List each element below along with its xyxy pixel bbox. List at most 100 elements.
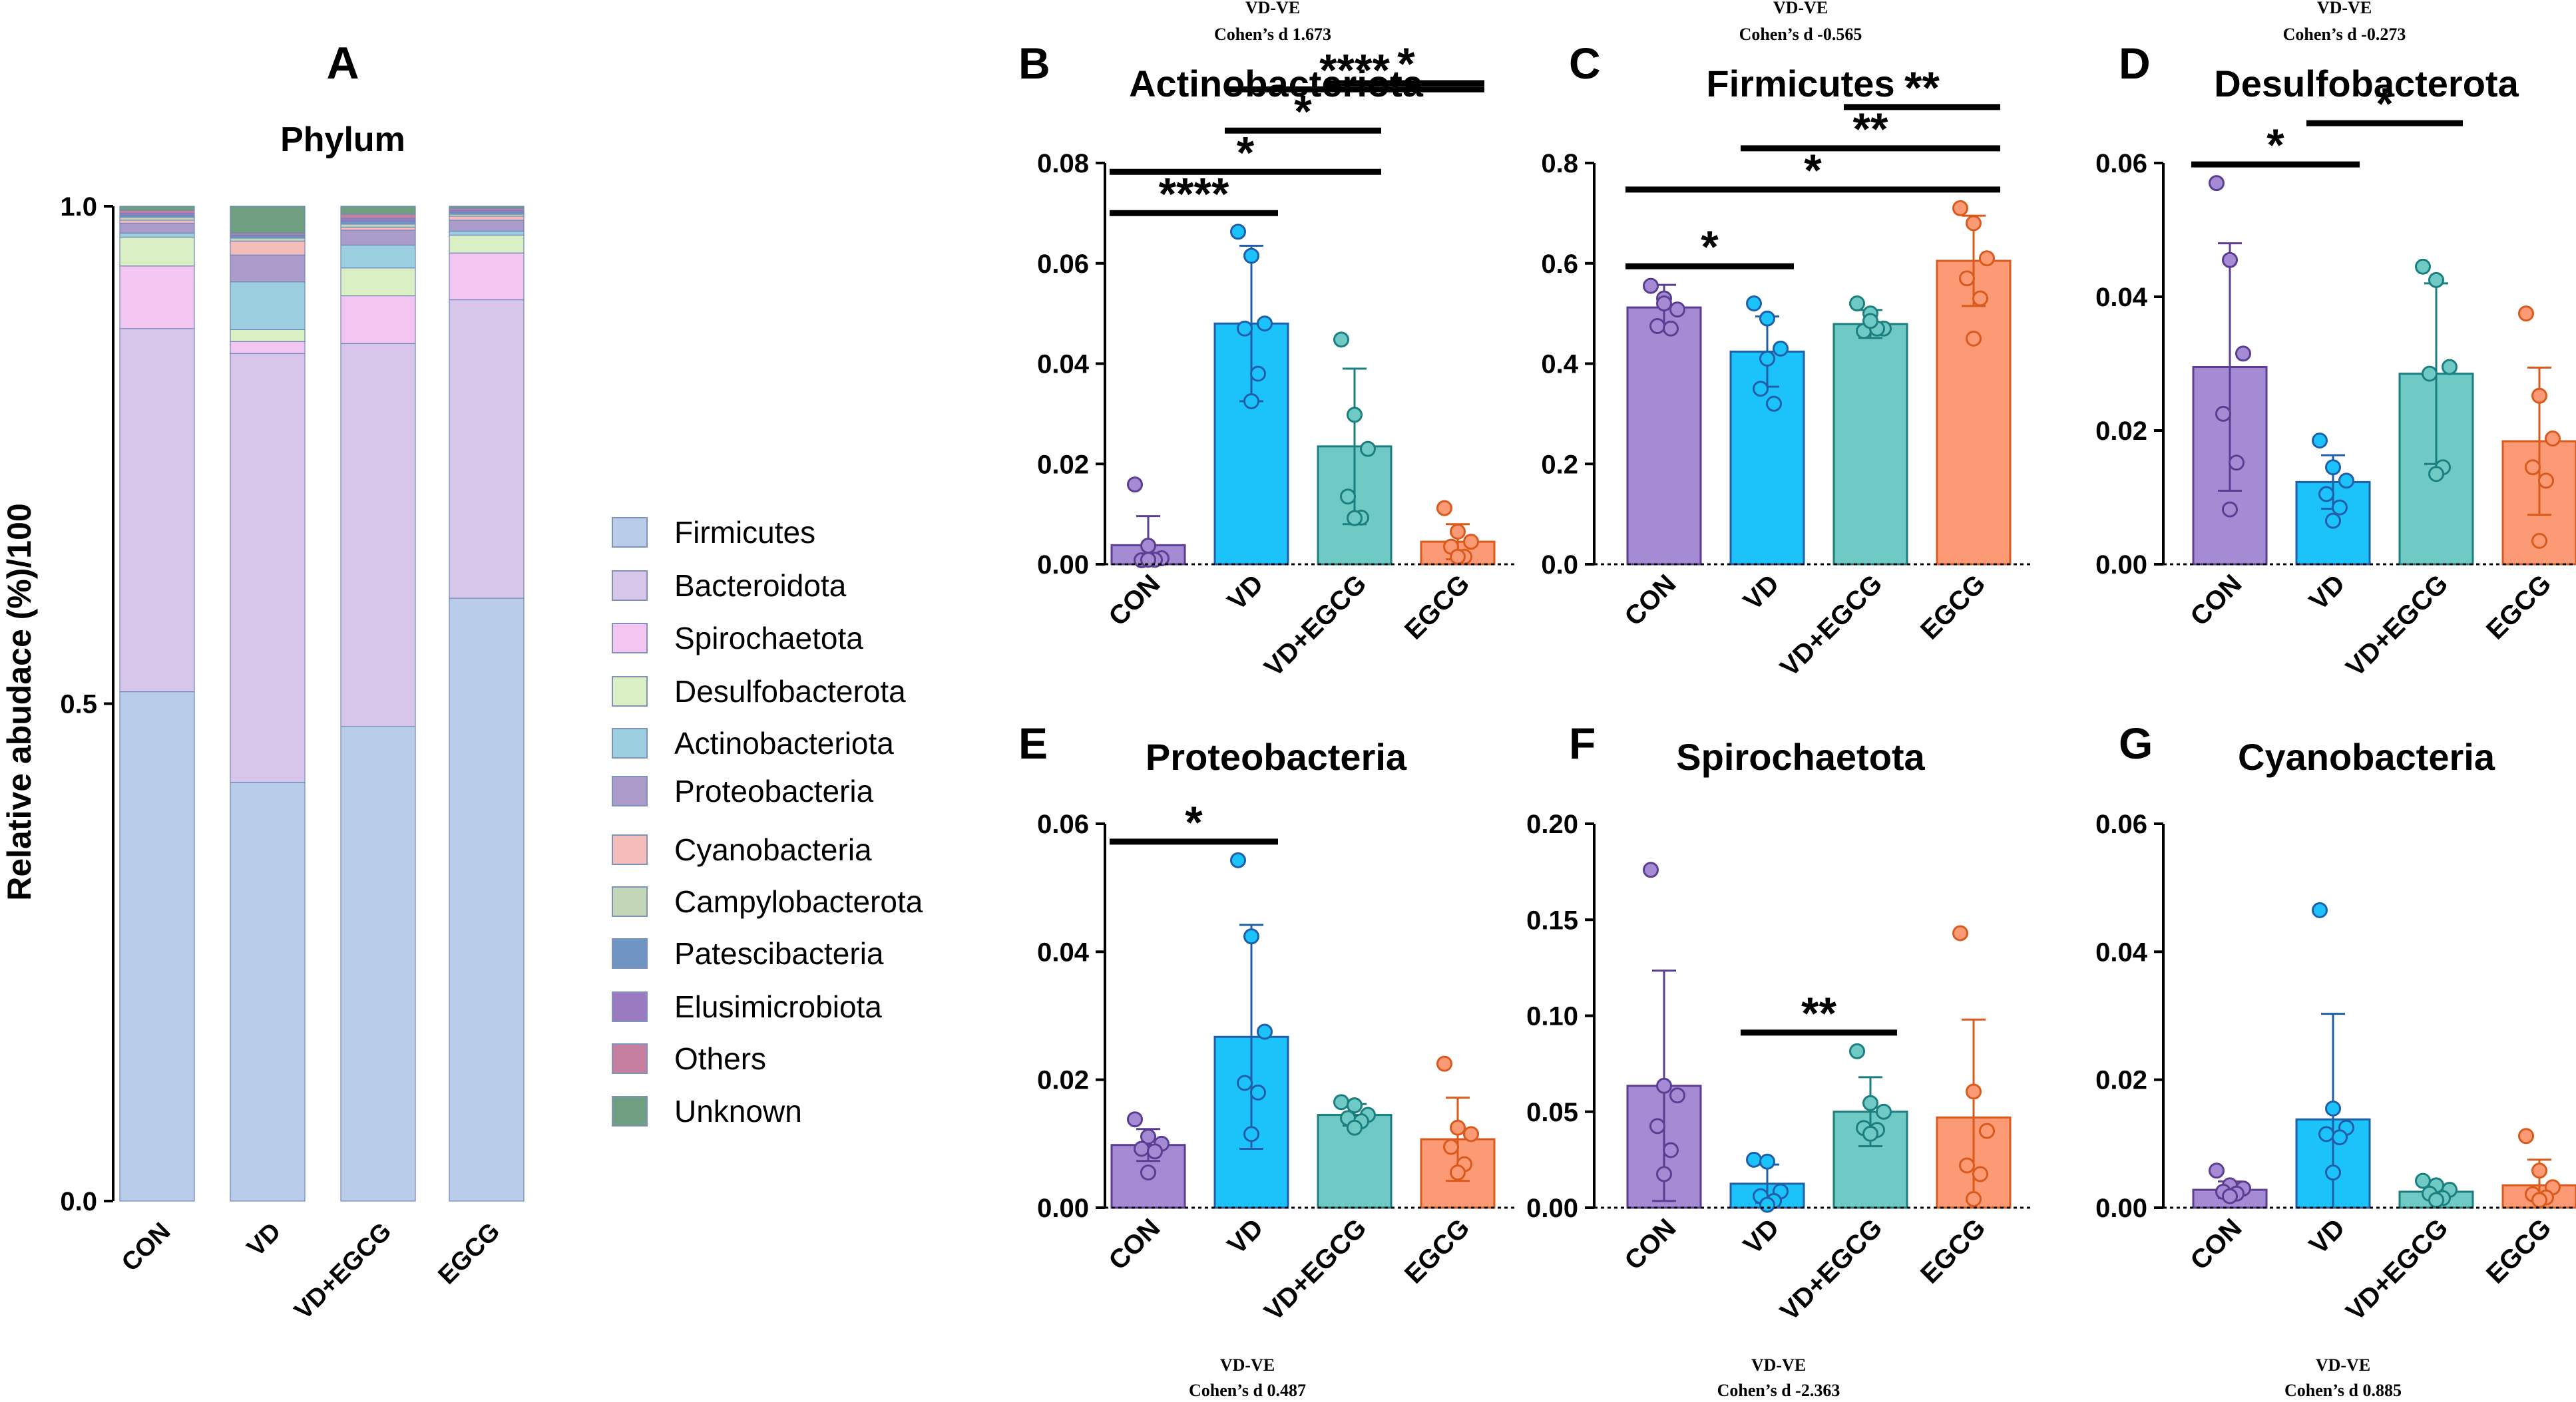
stack-segment-unknown-con — [119, 206, 195, 211]
stack-segment-spirochaetota-egcg — [449, 252, 525, 301]
data-point — [2428, 271, 2444, 288]
data-point — [1759, 350, 1775, 367]
stack-segment-bacteroidota-vd — [230, 353, 306, 783]
data-point — [2222, 252, 2238, 268]
stack-segment-firmicutes-vd-egcg — [340, 726, 416, 1202]
x-tick-label: EGCG — [1399, 569, 1475, 645]
x-tick-label: VD+EGCG — [290, 1218, 397, 1325]
panel-title: Firmicutes — [1706, 63, 1894, 104]
legend-swatch-patescibacteria — [612, 938, 648, 969]
data-point — [1443, 1139, 1459, 1155]
panel-title: Spirochaetota — [1676, 736, 1925, 778]
data-point — [1243, 1126, 1259, 1142]
data-point — [1257, 315, 1273, 332]
data-point — [2235, 345, 2251, 362]
y-tick-label: 0.5 — [60, 690, 97, 719]
x-tick-label: EGCG — [1915, 569, 1991, 645]
significance-stars: * — [1185, 797, 1203, 848]
legend-swatch-cyanobacteria — [612, 834, 648, 865]
x-tick-label: CON — [1619, 1213, 1681, 1276]
y-tick-label: 0.06 — [1037, 810, 1089, 839]
stack-segment-campylobacterota-vd — [230, 238, 306, 242]
x-tick-label: VD+EGCG — [1775, 569, 1888, 682]
data-point — [2312, 902, 2328, 918]
panel-letter: C — [1569, 39, 1601, 88]
legend-label-firmicutes: Firmicutes — [674, 515, 815, 550]
stack-segment-bacteroidota-vd-egcg — [340, 343, 416, 727]
x-tick-label: CON — [116, 1218, 176, 1277]
significance-stars: * — [1237, 127, 1255, 178]
stack-segment-firmicutes-con — [119, 691, 195, 1202]
x-tick-label: EGCG — [2481, 569, 2557, 645]
panel-a: A Phylum Relative abudace (%)/100 CON VD V… — [1, 38, 923, 1325]
data-point — [2325, 459, 2341, 476]
significance-stars: **** — [1159, 168, 1229, 219]
data-point — [1643, 277, 1659, 294]
panel-g-cyanobacteria: VD-VE Cohen’s d 0.885 G Cyanobacteria 0.00 0.… — [2095, 719, 2576, 1400]
panel-letter: F — [1569, 719, 1596, 768]
y-tick-label: 0.04 — [1037, 350, 1090, 379]
stack-segment-cyanobacteria-vd — [230, 240, 306, 256]
stack-segment-firmicutes-egcg — [449, 598, 525, 1202]
data-point — [1347, 1119, 1363, 1136]
data-point — [2222, 501, 2238, 518]
x-tick-label: VD — [2304, 569, 2350, 615]
data-point — [1230, 224, 1246, 240]
x-tick-label: EGCG — [1399, 1213, 1475, 1289]
stack-segment-others-vd-egcg — [340, 214, 416, 219]
data-point — [1450, 548, 1466, 565]
legend-label-others: Others — [674, 1041, 766, 1076]
x-tick-label: VD — [2304, 1213, 2350, 1260]
stack-segment-firmicutes-vd — [230, 782, 306, 1202]
stack-segment-bacteroidota-con — [119, 328, 195, 693]
legend-label-campylobacterota: Campylobacterota — [674, 884, 923, 919]
data-point — [1340, 488, 1356, 505]
legend-label-spirochaetota: Spirochaetota — [674, 621, 863, 655]
legend-label-proteobacteria: Proteobacteria — [674, 774, 874, 808]
panel-letter: B — [1018, 39, 1050, 88]
data-point — [1140, 538, 1156, 554]
x-tick-label: VD — [1222, 1213, 1269, 1260]
data-point — [2325, 512, 2341, 529]
y-tick-label: 0.0 — [1541, 550, 1578, 580]
data-point — [1849, 295, 1865, 312]
legend-swatch-desulfobacterota — [612, 676, 648, 707]
x-tick-label: VD — [242, 1218, 286, 1262]
data-point — [1966, 1191, 1982, 1208]
x-tick-label: VD+EGCG — [2340, 569, 2454, 682]
data-point — [2332, 499, 2348, 516]
legend-label-elusimicrobiota: Elusimicrobiota — [674, 989, 882, 1024]
comparison-note: VD-VE — [2317, 0, 2372, 17]
data-point — [1649, 1118, 1665, 1135]
panel-a-bars — [119, 206, 525, 1202]
data-point — [1463, 534, 1479, 550]
data-point — [1972, 1166, 1988, 1182]
data-point — [1237, 1075, 1253, 1091]
stack-segment-campylobacterota-vd-egcg — [340, 224, 416, 228]
stack-segment-actinobacteriota-con — [119, 232, 195, 238]
data-point — [1773, 340, 1789, 357]
y-tick-label: 0.20 — [1526, 810, 1578, 839]
y-tick-label: 0.05 — [1526, 1098, 1578, 1127]
panel-a-letter: A — [326, 38, 359, 88]
y-tick-label: 0.10 — [1526, 1002, 1578, 1031]
y-tick-label: 0.6 — [1541, 250, 1578, 279]
x-tick-label: EGCG — [2481, 1213, 2557, 1289]
x-tick-label: EGCG — [433, 1218, 506, 1290]
data-point — [2518, 305, 2534, 322]
y-tick-label: 0.00 — [1037, 1194, 1089, 1223]
bar-egcg — [1936, 260, 2012, 566]
data-point — [1436, 1055, 1452, 1072]
stack-segment-cyanobacteria-con — [119, 220, 195, 224]
y-tick-label: 0.06 — [1037, 250, 1089, 279]
y-tick-label: 0.2 — [1541, 450, 1578, 479]
data-point — [2325, 1164, 2341, 1181]
data-point — [1959, 270, 1975, 287]
data-point — [2531, 1162, 2547, 1179]
stack-segment-bacteroidota-egcg — [449, 299, 525, 599]
panel-letter: D — [2119, 39, 2151, 88]
legend-label-unknown: Unknown — [674, 1094, 802, 1129]
x-tick-label: VD — [1738, 569, 1785, 615]
legend-swatch-others — [612, 1043, 648, 1074]
